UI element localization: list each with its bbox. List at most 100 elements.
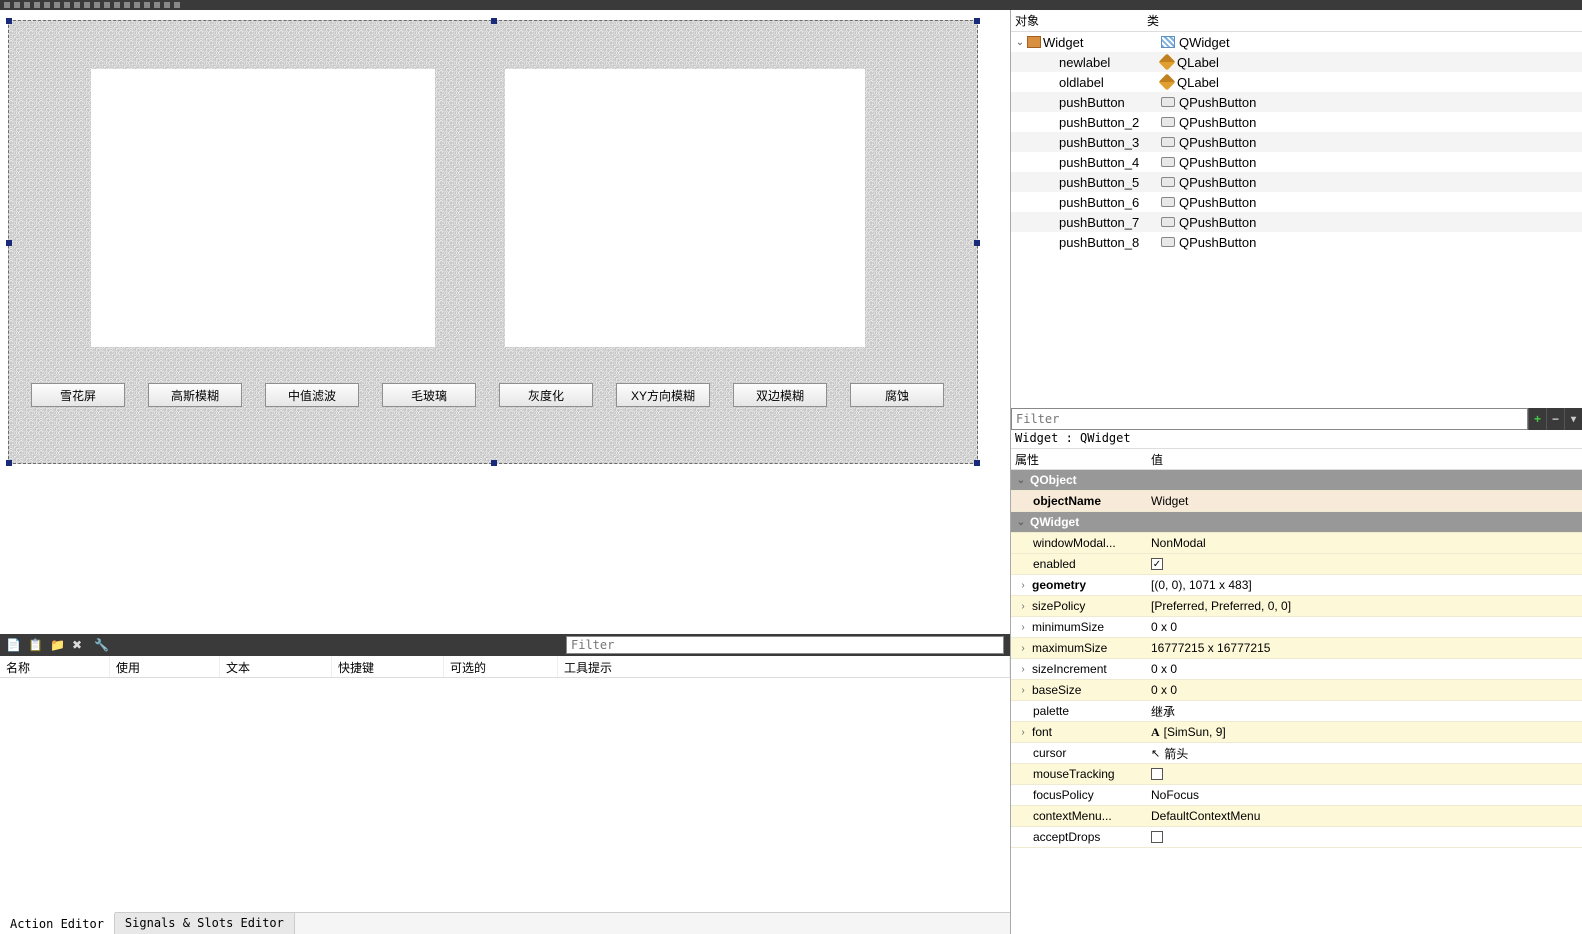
property-row[interactable]: ›sizePolicy[Preferred, Preferred, 0, 0] <box>1011 596 1582 617</box>
form-pushbutton-6[interactable]: 双边模糊 <box>733 383 827 407</box>
expand-icon[interactable]: › <box>1017 727 1029 738</box>
tree-row[interactable]: pushButton_2QPushButton <box>1011 112 1582 132</box>
object-tree[interactable]: ⌄WidgetQWidgetnewlabelQLabeloldlabelQLab… <box>1011 32 1582 408</box>
property-row[interactable]: focusPolicyNoFocus <box>1011 785 1582 806</box>
object-col-object[interactable]: 对象 <box>1011 10 1143 31</box>
form-pushbutton-7[interactable]: 腐蚀 <box>850 383 944 407</box>
form-pushbutton-0[interactable]: 雪花屏 <box>31 383 125 407</box>
tree-row[interactable]: pushButton_4QPushButton <box>1011 152 1582 172</box>
property-add-icon[interactable]: + <box>1528 408 1546 430</box>
design-canvas[interactable]: 雪花屏高斯模糊中值滤波毛玻璃灰度化 XY方向模糊双边模糊腐蚀 <box>0 10 1010 634</box>
expand-icon[interactable]: › <box>1017 622 1029 633</box>
toolbar-icon[interactable] <box>94 2 100 8</box>
toolbar-icon[interactable] <box>34 2 40 8</box>
form-pushbutton-1[interactable]: 高斯模糊 <box>148 383 242 407</box>
property-row[interactable]: ›minimumSize0 x 0 <box>1011 617 1582 638</box>
toolbar-icon[interactable] <box>134 2 140 8</box>
checkbox-icon[interactable] <box>1151 768 1163 780</box>
tree-item-class: QLabel <box>1177 55 1219 70</box>
form-pushbutton-2[interactable]: 中值滤波 <box>265 383 359 407</box>
tree-row[interactable]: ⌄WidgetQWidget <box>1011 32 1582 52</box>
toolbar-icon[interactable] <box>54 2 60 8</box>
toolbar-icon[interactable] <box>114 2 120 8</box>
form-pushbutton-3[interactable]: 毛玻璃 <box>382 383 476 407</box>
tree-row[interactable]: newlabelQLabel <box>1011 52 1582 72</box>
property-row[interactable]: ›fontA[SimSun, 9] <box>1011 722 1582 743</box>
action-col-tooltip[interactable]: 工具提示 <box>558 656 1010 677</box>
toolbar-icon[interactable] <box>104 2 110 8</box>
property-row[interactable]: ›maximumSize16777215 x 16777215 <box>1011 638 1582 659</box>
tab-signals-slots[interactable]: Signals & Slots Editor <box>115 913 295 934</box>
toolbar-icon[interactable] <box>44 2 50 8</box>
expand-icon[interactable]: › <box>1017 664 1029 675</box>
property-row[interactable]: windowModal...NonModal <box>1011 533 1582 554</box>
expand-icon[interactable]: › <box>1017 685 1029 696</box>
config-action-icon[interactable]: 🔧 <box>94 638 108 652</box>
property-row[interactable]: palette继承 <box>1011 701 1582 722</box>
property-filter-input[interactable] <box>1011 408 1528 430</box>
property-row[interactable]: ›sizeIncrement0 x 0 <box>1011 659 1582 680</box>
toolbar-icon[interactable] <box>144 2 150 8</box>
property-row[interactable]: contextMenu...DefaultContextMenu <box>1011 806 1582 827</box>
btn-icon <box>1161 217 1175 227</box>
tree-item-name: pushButton_4 <box>1059 155 1139 170</box>
action-col-name[interactable]: 名称 <box>0 656 110 677</box>
delete-action-icon[interactable]: ✖ <box>72 638 86 652</box>
tree-row[interactable]: pushButton_7QPushButton <box>1011 212 1582 232</box>
toolbar-icon[interactable] <box>14 2 20 8</box>
toolbar-icon[interactable] <box>154 2 160 8</box>
expand-icon[interactable]: › <box>1017 580 1029 591</box>
form-pushbutton-5[interactable]: XY方向模糊 <box>616 383 710 407</box>
collapse-icon[interactable]: ⌄ <box>1015 517 1027 528</box>
property-group-header[interactable]: ⌄QObject <box>1011 470 1582 491</box>
action-col-checkable[interactable]: 可选的 <box>444 656 558 677</box>
toolbar-icon[interactable] <box>164 2 170 8</box>
copy-action-icon[interactable]: 📋 <box>28 638 42 652</box>
toolbar-icon[interactable] <box>174 2 180 8</box>
toolbar-icon[interactable] <box>124 2 130 8</box>
toolbar-icon[interactable] <box>24 2 30 8</box>
property-row[interactable]: ›geometry[(0, 0), 1071 x 483] <box>1011 575 1582 596</box>
expand-icon[interactable]: ⌄ <box>1015 37 1025 48</box>
action-col-shortcut[interactable]: 快捷键 <box>332 656 444 677</box>
tree-row[interactable]: pushButton_8QPushButton <box>1011 232 1582 252</box>
tree-row[interactable]: pushButton_3QPushButton <box>1011 132 1582 152</box>
toolbar-icon[interactable] <box>84 2 90 8</box>
label-oldlabel[interactable] <box>91 69 435 347</box>
property-table[interactable]: ⌄QObjectobjectNameWidget⌄QWidgetwindowMo… <box>1011 470 1582 934</box>
property-row[interactable]: ›baseSize0 x 0 <box>1011 680 1582 701</box>
label-newlabel[interactable] <box>505 69 865 347</box>
toolbar-icon[interactable] <box>4 2 10 8</box>
object-col-class[interactable]: 类 <box>1143 10 1582 31</box>
paste-action-icon[interactable]: 📁 <box>50 638 64 652</box>
property-menu-icon[interactable]: ▾ <box>1564 408 1582 430</box>
property-row[interactable]: mouseTracking <box>1011 764 1582 785</box>
action-filter-input[interactable] <box>566 636 1004 654</box>
form-widget[interactable]: 雪花屏高斯模糊中值滤波毛玻璃灰度化 XY方向模糊双边模糊腐蚀 <box>8 20 978 464</box>
tree-row[interactable]: oldlabelQLabel <box>1011 72 1582 92</box>
expand-icon[interactable]: › <box>1017 643 1029 654</box>
property-row[interactable]: acceptDrops <box>1011 827 1582 848</box>
property-group-header[interactable]: ⌄QWidget <box>1011 512 1582 533</box>
toolbar-icon[interactable] <box>64 2 70 8</box>
checkbox-icon[interactable]: ✓ <box>1151 558 1163 570</box>
property-remove-icon[interactable]: − <box>1546 408 1564 430</box>
expand-icon[interactable]: › <box>1017 601 1029 612</box>
form-pushbutton-4[interactable]: 灰度化 <box>499 383 593 407</box>
action-col-used[interactable]: 使用 <box>110 656 220 677</box>
widget-icon <box>1027 36 1041 48</box>
property-row[interactable]: enabled✓ <box>1011 554 1582 575</box>
action-col-text[interactable]: 文本 <box>220 656 332 677</box>
tree-row[interactable]: pushButtonQPushButton <box>1011 92 1582 112</box>
collapse-icon[interactable]: ⌄ <box>1015 475 1027 486</box>
toolbar-icon[interactable] <box>74 2 80 8</box>
property-row[interactable]: cursor↖箭头 <box>1011 743 1582 764</box>
tree-row[interactable]: pushButton_5QPushButton <box>1011 172 1582 192</box>
property-col-value[interactable]: 值 <box>1147 449 1582 469</box>
tree-row[interactable]: pushButton_6QPushButton <box>1011 192 1582 212</box>
property-row[interactable]: objectNameWidget <box>1011 491 1582 512</box>
tab-action-editor[interactable]: Action Editor <box>0 912 115 934</box>
checkbox-icon[interactable] <box>1151 831 1163 843</box>
property-col-name[interactable]: 属性 <box>1011 449 1147 469</box>
new-action-icon[interactable]: 📄 <box>6 638 20 652</box>
